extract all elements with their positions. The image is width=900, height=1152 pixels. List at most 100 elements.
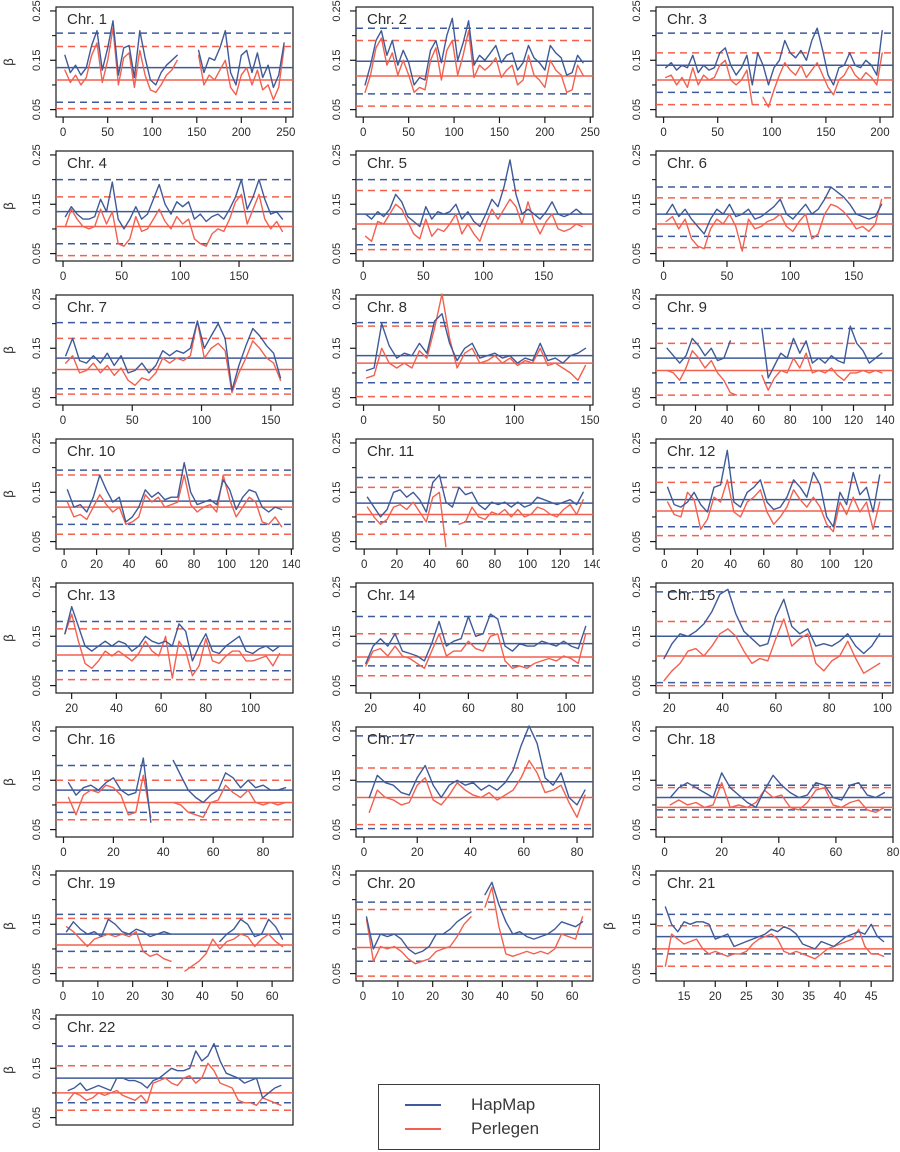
chr-18-plot: 0.05 0.15 0.25 0 20 40 60 80 Chr. 18	[631, 720, 899, 859]
x-tick-label: 20	[107, 847, 120, 859]
x-tick-label: 100	[474, 271, 493, 283]
legend-label-perlegen: Perlegen	[471, 1119, 540, 1138]
x-tick-label: 0	[661, 847, 667, 859]
x-tick-label: 0	[660, 271, 666, 283]
perlegen-series-line	[67, 1062, 282, 1106]
y-axis: 0.05 0.15 0.25	[631, 720, 656, 840]
empty-cell	[600, 1008, 900, 1152]
y-tick-label: 0.25	[31, 288, 43, 309]
panel-title: Chr. 17	[367, 731, 415, 748]
hapmap-series-line	[67, 757, 287, 823]
panel-title: Chr. 7	[67, 299, 107, 316]
perlegen-series-line	[665, 198, 883, 252]
plot-frame	[655, 726, 894, 838]
x-tick-label: 20	[715, 847, 728, 859]
x-tick-label: 10	[391, 991, 404, 1003]
chr-3-cell: 0.05 0.15 0.25 0 50 100 150 200 Chr. 3	[600, 0, 900, 144]
y-axis: 0.05 0.15 0.25 β	[1, 864, 56, 984]
figure-row-1: 0.05 0.15 0.25 β 0 50 100 150 200 250 Chr. 1 0.05 0.…	[0, 0, 900, 144]
chr-20-plot: 0.05 0.15 0.25 0 10 20 30 40 50 60 Chr. 20	[331, 864, 594, 1003]
y-tick-label: 0.05	[331, 963, 343, 984]
y-tick-label: 0.25	[331, 0, 343, 21]
y-tick-label: 0.05	[31, 819, 43, 840]
chr-18-cell: 0.05 0.15 0.25 0 20 40 60 80 Chr. 18	[600, 720, 900, 864]
chr-22-plot: 0.05 0.15 0.25 β Chr. 22	[1, 1008, 294, 1128]
x-tick-label: 50	[402, 127, 415, 139]
legend-label-hapmap: HapMap	[471, 1095, 536, 1114]
y-tick-label: 0.15	[631, 770, 643, 791]
y-tick-label: 0.05	[331, 387, 343, 408]
y-tick-label: 0.05	[31, 243, 43, 264]
chr-15-cell: 0.05 0.15 0.25 20 40 60 80 100 Chr. 15	[600, 576, 900, 720]
panel-title: Chr. 2	[367, 11, 407, 28]
x-tick-label: 40	[464, 847, 477, 859]
x-tick-label: 0	[661, 415, 667, 427]
x-tick-label: 0	[360, 271, 366, 283]
hapmap-series-line	[364, 159, 583, 228]
y-tick-label: 0.05	[31, 675, 43, 696]
x-axis: 0 20 40 60 80	[661, 837, 899, 859]
x-tick-label: 100	[505, 415, 524, 427]
plot-frame	[355, 150, 594, 262]
chr-11-cell: 0.05 0.15 0.25 0 20 40 60 80 100 120 140 Chr. 11	[300, 432, 600, 576]
x-tick-label: 50	[115, 271, 128, 283]
chr-10-cell: 0.05 0.15 0.25 β 0 20 40 60 80 100 120 140 Chr. 10	[0, 432, 300, 576]
y-axis: 0.05 0.15 0.25	[331, 864, 356, 984]
x-tick-label: 60	[155, 559, 168, 571]
y-tick-label: 0.05	[31, 531, 43, 552]
x-tick-label: 20	[364, 703, 377, 715]
chr-12-cell: 0.05 0.15 0.25 0 20 40 60 80 100 120 Chr. 12	[600, 432, 900, 576]
y-tick-label: 0.15	[331, 770, 343, 791]
perlegen-series-line	[365, 293, 587, 381]
ref-lines	[56, 1045, 293, 1111]
figure-row-7: 0.05 0.15 0.25 β 0 10 20 30 40 50 60 Chr. 19 0.05 0.1…	[0, 864, 900, 1008]
ref-lines	[656, 327, 893, 396]
y-tick-label: 0.15	[31, 338, 43, 359]
chr-21-plot: 0.05 0.15 0.25 β 15 20 25 30 35 40 45 Chr. 21	[601, 864, 894, 1003]
y-tick-label: 0.05	[31, 99, 43, 120]
x-tick-label: 80	[188, 559, 201, 571]
x-tick-label: 50	[231, 991, 244, 1003]
hapmap-series-line	[65, 918, 284, 943]
x-tick-label: 80	[784, 415, 797, 427]
y-tick-label: 0.15	[331, 194, 343, 215]
plot-frame	[355, 438, 594, 550]
panel-title: Chr. 13	[67, 587, 115, 604]
x-axis: 0 20 40 60 80	[361, 837, 583, 859]
perlegen-series-line	[365, 886, 584, 965]
x-tick-label: 100	[820, 559, 839, 571]
perlegen-series-line	[364, 30, 584, 93]
y-tick-label: 0.15	[31, 914, 43, 935]
y-axis: 0.05 0.15 0.25	[631, 144, 656, 264]
chr-16-cell: 0.05 0.15 0.25 β 0 20 40 60 80 Chr. 16	[0, 720, 300, 864]
figure-row-4: 0.05 0.15 0.25 β 0 20 40 60 80 100 120 140 Chr. 10 0.…	[0, 432, 900, 576]
x-tick-label: 140	[876, 415, 895, 427]
hapmap-series-line	[66, 462, 283, 523]
x-tick-label: 20	[709, 991, 722, 1003]
x-tick-label: 15	[678, 991, 691, 1003]
y-tick-label: 0.15	[331, 50, 343, 71]
panel-title: Chr. 18	[667, 731, 715, 748]
perlegen-series-line	[65, 320, 282, 394]
y-tick-label: 0.15	[331, 914, 343, 935]
y-tick-label: 0.05	[631, 387, 643, 408]
x-tick-label: 20	[65, 703, 78, 715]
y-axis: 0.05 0.15 0.25	[631, 576, 656, 696]
ref-lines	[356, 178, 593, 251]
y-tick-label: 0.25	[631, 0, 643, 21]
x-tick-label: 0	[361, 559, 367, 571]
x-tick-label: 60	[266, 991, 279, 1003]
perlegen-series-line	[64, 193, 284, 247]
chart-grid: 0.05 0.15 0.25 β 0 50 100 150 200 250 Chr. 1 0.05 0.…	[0, 0, 900, 1008]
y-axis: 0.05 0.15 0.25 β	[601, 864, 656, 984]
x-tick-label: 20	[126, 991, 139, 1003]
perlegen-series-line	[368, 759, 586, 818]
x-tick-label: 100	[217, 559, 236, 571]
y-tick-label: 0.15	[31, 194, 43, 215]
x-tick-label: 20	[691, 559, 704, 571]
y-tick-label: 0.15	[31, 50, 43, 71]
x-tick-label: 100	[873, 703, 892, 715]
x-tick-label: 200	[870, 127, 889, 139]
x-tick-label: 250	[276, 127, 295, 139]
